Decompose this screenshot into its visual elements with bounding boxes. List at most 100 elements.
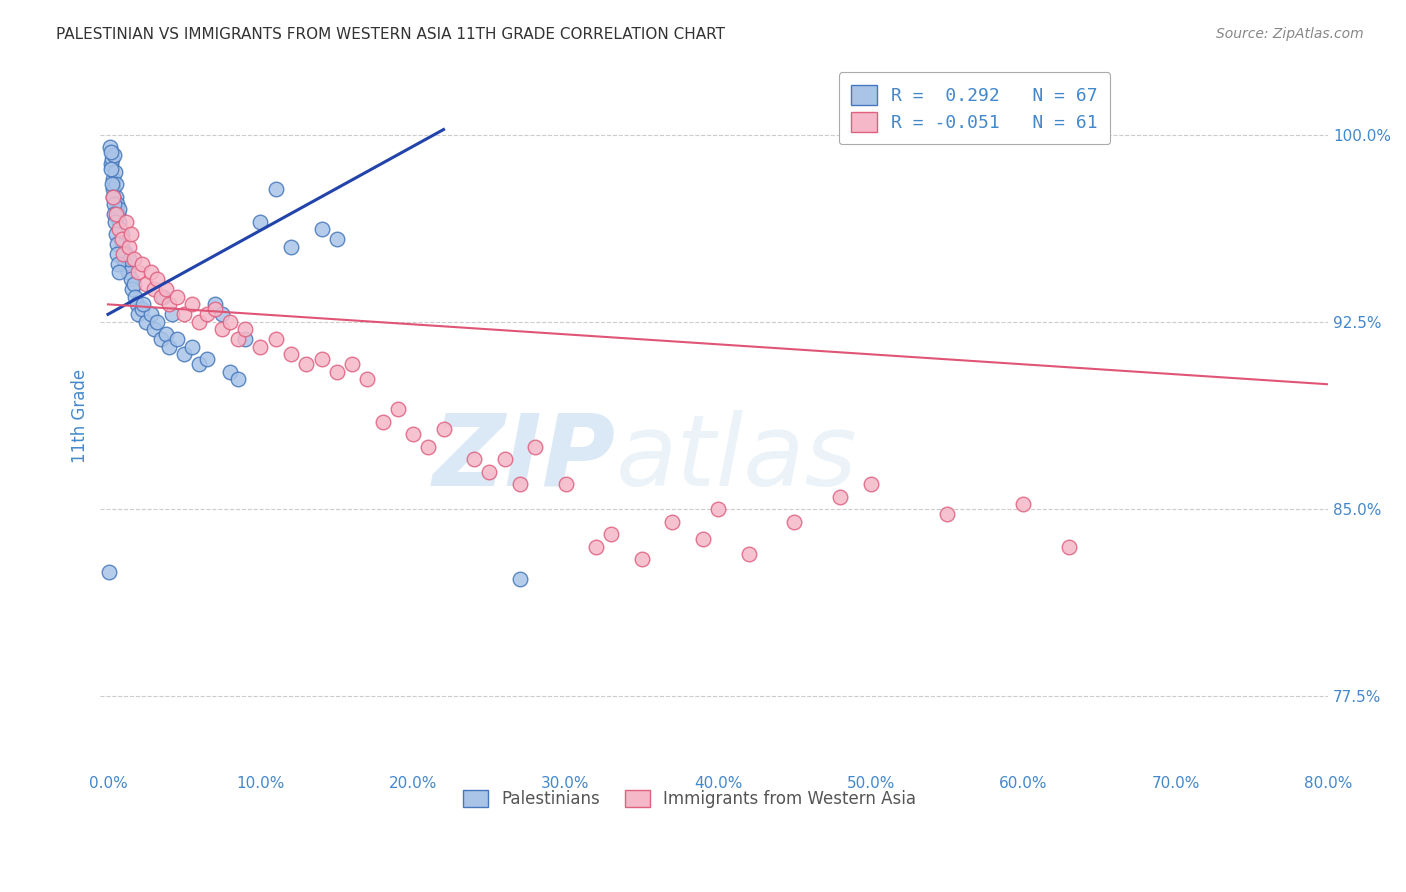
Point [160, 307, 183, 321]
Point [554, 477, 576, 491]
Point [104, 207, 127, 221]
Point [509, 572, 531, 586]
Point [127, 265, 149, 279]
Point [107, 257, 129, 271]
Point [105, 178, 128, 192]
Point [249, 215, 271, 229]
Point [935, 507, 957, 521]
Point [100, 157, 122, 171]
Point [707, 502, 730, 516]
Point [105, 197, 128, 211]
Point [104, 227, 127, 242]
Point [132, 297, 155, 311]
Point [630, 552, 652, 566]
Point [111, 227, 134, 242]
Point [103, 207, 125, 221]
Point [135, 315, 157, 329]
Point [1057, 540, 1080, 554]
Point [828, 490, 851, 504]
Point [233, 332, 256, 346]
Point [115, 215, 138, 229]
Point [157, 297, 180, 311]
Point [166, 332, 188, 346]
Point [1012, 497, 1035, 511]
Point [114, 257, 136, 271]
Legend: Palestinians, Immigrants from Western Asia: Palestinians, Immigrants from Western As… [454, 781, 925, 816]
Point [118, 240, 141, 254]
Point [107, 207, 129, 221]
Point [188, 315, 211, 329]
Point [146, 272, 169, 286]
Point [98, 565, 121, 579]
Point [101, 172, 124, 186]
Point [135, 277, 157, 292]
Point [180, 297, 202, 311]
Point [249, 340, 271, 354]
Y-axis label: 11th Grade: 11th Grade [72, 368, 89, 463]
Point [524, 440, 547, 454]
Point [432, 422, 454, 436]
Point [112, 252, 135, 267]
Point [157, 340, 180, 354]
Point [120, 272, 142, 286]
Point [600, 527, 623, 541]
Point [418, 440, 440, 454]
Point [124, 290, 146, 304]
Point [783, 515, 806, 529]
Point [204, 302, 226, 317]
Text: ZIP: ZIP [433, 409, 616, 507]
Point [108, 222, 131, 236]
Point [127, 307, 149, 321]
Point [226, 372, 249, 386]
Point [104, 165, 127, 179]
Point [100, 145, 122, 159]
Point [122, 252, 145, 267]
Point [233, 322, 256, 336]
Point [125, 297, 148, 311]
Point [509, 477, 531, 491]
Point [146, 315, 169, 329]
Point [152, 290, 174, 304]
Point [463, 452, 485, 467]
Point [211, 307, 233, 321]
Point [859, 477, 882, 491]
Point [737, 547, 759, 561]
Point [195, 307, 218, 321]
Point [110, 232, 132, 246]
Point [104, 215, 127, 229]
Point [107, 222, 129, 236]
Point [180, 340, 202, 354]
Point [340, 357, 363, 371]
Point [139, 307, 162, 321]
Point [402, 427, 425, 442]
Point [494, 452, 516, 467]
Point [219, 365, 242, 379]
Point [104, 190, 127, 204]
Point [111, 232, 134, 246]
Point [478, 465, 501, 479]
Point [108, 265, 131, 279]
Point [101, 178, 124, 192]
Point [101, 153, 124, 167]
Point [131, 257, 153, 271]
Point [103, 147, 125, 161]
Point [173, 307, 195, 321]
Point [103, 197, 125, 211]
Point [280, 240, 302, 254]
Point [166, 290, 188, 304]
Point [173, 347, 195, 361]
Point [111, 240, 134, 254]
Point [115, 247, 138, 261]
Point [311, 222, 333, 236]
Point [150, 332, 173, 346]
Point [661, 515, 683, 529]
Point [120, 227, 142, 242]
Point [188, 357, 211, 371]
Point [142, 322, 165, 336]
Text: PALESTINIAN VS IMMIGRANTS FROM WESTERN ASIA 11TH GRADE CORRELATION CHART: PALESTINIAN VS IMMIGRANTS FROM WESTERN A… [56, 27, 725, 42]
Point [226, 332, 249, 346]
Point [326, 232, 349, 246]
Text: atlas: atlas [616, 409, 858, 507]
Point [142, 282, 165, 296]
Point [280, 347, 302, 361]
